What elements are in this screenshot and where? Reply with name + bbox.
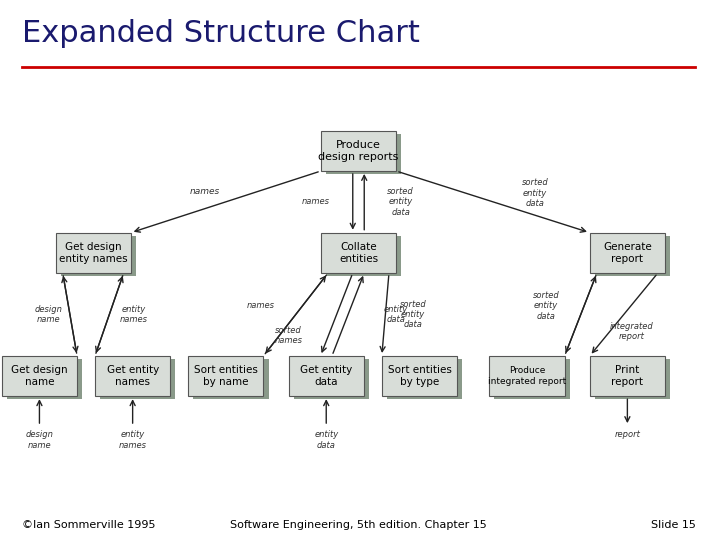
Text: Expanded Structure Chart: Expanded Structure Chart (22, 19, 419, 48)
Text: Get entity
data: Get entity data (300, 365, 352, 387)
Bar (594, 359, 670, 399)
Bar (321, 232, 396, 273)
Bar (61, 236, 136, 276)
Text: design
name: design name (35, 305, 63, 324)
Bar (381, 356, 457, 397)
Text: entity
data: entity data (384, 305, 408, 324)
Bar (495, 359, 570, 399)
Text: Sort entities
by type: Sort entities by type (387, 365, 452, 387)
Text: report: report (614, 430, 640, 440)
Bar (56, 232, 130, 273)
Text: sorted
entity
data: sorted entity data (533, 291, 559, 321)
Bar (7, 359, 82, 399)
Bar (321, 131, 396, 171)
Bar (188, 356, 264, 397)
Text: sorted
entity
data: sorted entity data (387, 187, 414, 217)
Text: entity
names: entity names (120, 305, 148, 324)
Text: Get design
name: Get design name (11, 365, 67, 387)
Bar (489, 356, 565, 397)
Bar (594, 236, 670, 276)
Text: Get entity
names: Get entity names (107, 365, 158, 387)
Bar (326, 133, 402, 174)
Text: design
name: design name (26, 430, 53, 450)
Text: Sort entities
by name: Sort entities by name (194, 365, 258, 387)
Bar (326, 236, 402, 276)
Text: Slide 15: Slide 15 (650, 520, 695, 530)
Text: names: names (246, 301, 274, 310)
Bar (589, 356, 665, 397)
Bar (100, 359, 175, 399)
Text: Software Engineering, 5th edition. Chapter 15: Software Engineering, 5th edition. Chapt… (230, 520, 487, 530)
Text: ©Ian Sommerville 1995: ©Ian Sommerville 1995 (22, 520, 155, 530)
Bar (589, 232, 665, 273)
Text: names: names (302, 197, 330, 207)
Text: Produce
integrated report: Produce integrated report (488, 366, 566, 386)
Text: Get design
entity names: Get design entity names (59, 242, 128, 264)
Bar (294, 359, 369, 399)
Text: Produce
design reports: Produce design reports (318, 140, 399, 162)
Text: sorted
names: sorted names (275, 326, 303, 345)
Bar (95, 356, 170, 397)
Text: names: names (189, 187, 219, 196)
Bar (194, 359, 268, 399)
Text: entity
data: entity data (314, 430, 338, 450)
Bar (288, 356, 364, 397)
Text: entity
names: entity names (118, 430, 147, 450)
Text: integrated
report: integrated report (609, 322, 653, 341)
Bar (2, 356, 77, 397)
Bar (386, 359, 462, 399)
Text: Generate
report: Generate report (603, 242, 652, 264)
Text: sorted
entity
data: sorted entity data (400, 300, 427, 329)
Text: Print
report: Print report (612, 365, 643, 387)
Text: sorted
entity
data: sorted entity data (522, 179, 549, 208)
Text: Collate
entities: Collate entities (339, 242, 378, 264)
